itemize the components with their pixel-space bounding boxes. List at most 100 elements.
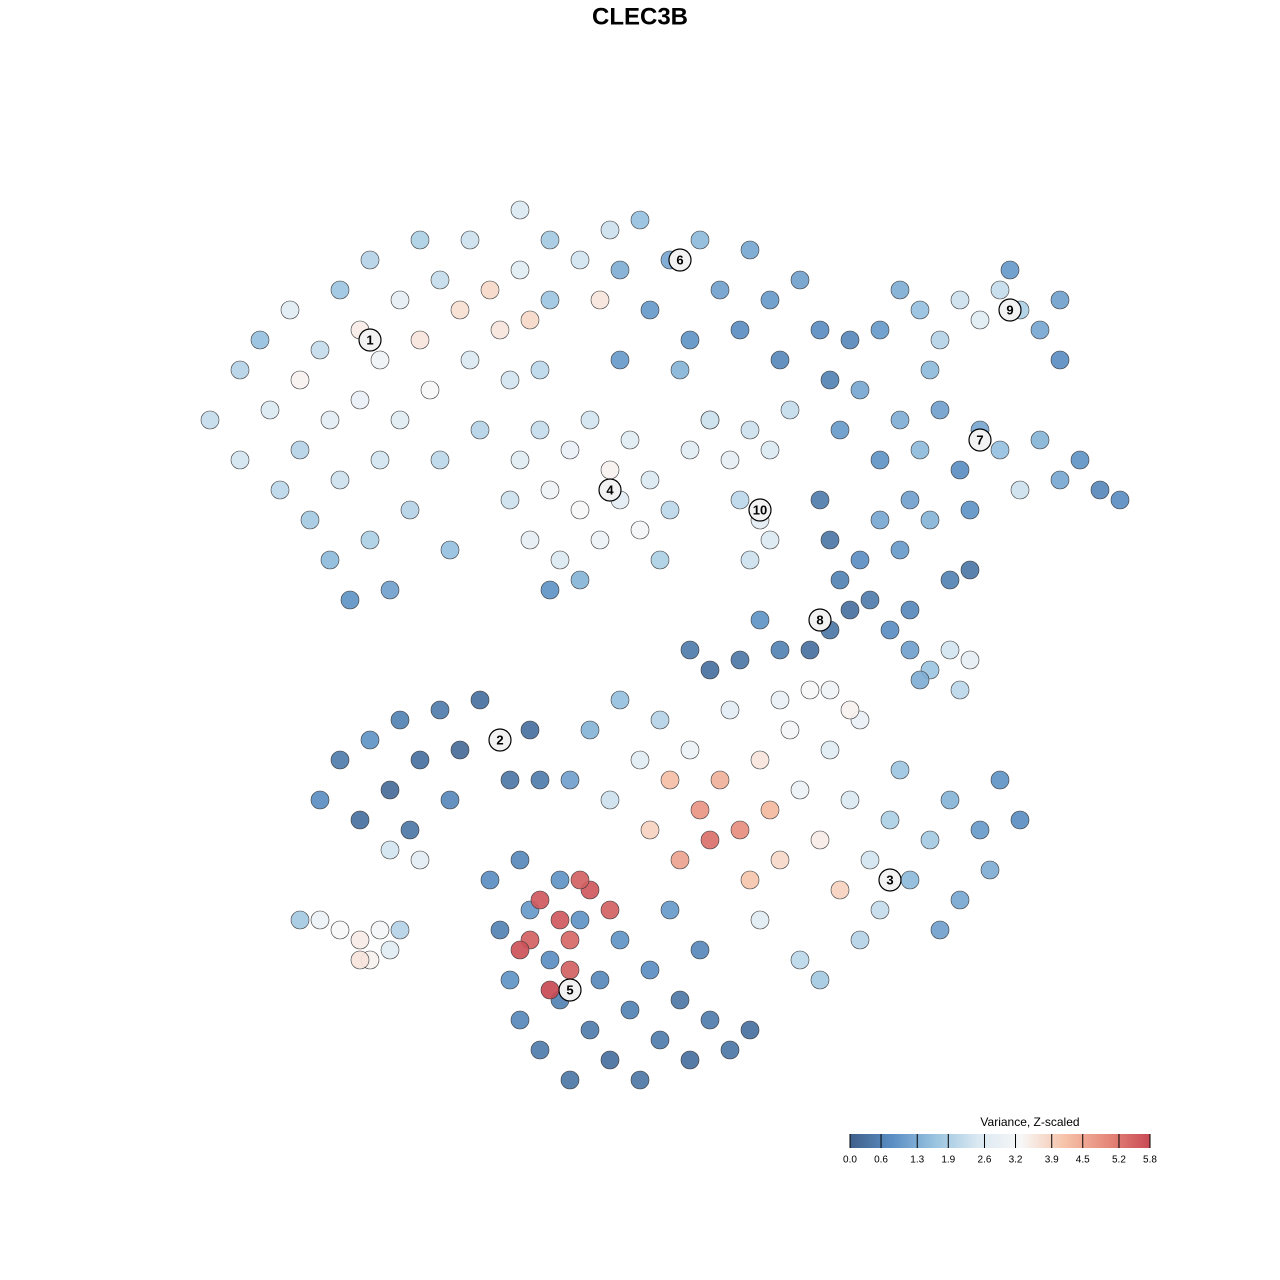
point [580,720,600,740]
cluster-marker [998,298,1022,322]
point [950,290,970,310]
point [770,350,790,370]
point [640,470,660,490]
point [990,280,1010,300]
point [530,770,550,790]
point [760,440,780,460]
cluster-marker [558,978,582,1002]
point [560,960,580,980]
point [510,1010,530,1030]
point [920,510,940,530]
point [390,710,410,730]
point [630,520,650,540]
point [520,310,540,330]
point [530,890,550,910]
point [700,1010,720,1030]
point [330,920,350,940]
point [590,970,610,990]
point [570,570,590,590]
point [340,590,360,610]
point [1050,350,1070,370]
point [700,830,720,850]
point [840,790,860,810]
point [390,920,410,940]
point [630,210,650,230]
point [740,1020,760,1040]
cluster-labels: 1 2 3 4 5 6 7 8 9 10 [358,248,1022,1002]
point [770,690,790,710]
point [540,290,560,310]
point [490,320,510,340]
point [910,670,930,690]
point [750,910,770,930]
cluster-marker [808,608,832,632]
point [610,690,630,710]
point [990,770,1010,790]
point [560,1070,580,1090]
point [540,950,560,970]
point [810,320,830,340]
point [410,850,430,870]
point [530,420,550,440]
point [600,220,620,240]
point [350,810,370,830]
cluster-label: 2 [496,732,503,747]
point [600,790,620,810]
point [510,940,530,960]
point [470,690,490,710]
point [480,280,500,300]
cluster-marker [358,328,382,352]
point [730,320,750,340]
point [810,970,830,990]
point [470,420,490,440]
point [330,470,350,490]
point [790,950,810,970]
point [760,290,780,310]
point [360,250,380,270]
point [900,640,920,660]
point [630,750,650,770]
point [260,400,280,420]
point [850,380,870,400]
point [730,490,750,510]
point [760,530,780,550]
point [350,390,370,410]
point [440,540,460,560]
point [610,350,630,370]
point [620,1000,640,1020]
point [730,650,750,670]
point [900,600,920,620]
point [1110,490,1130,510]
point [530,360,550,380]
point [910,300,930,320]
point [510,200,530,220]
point [870,450,890,470]
point [370,450,390,470]
point [680,1050,700,1070]
point [290,910,310,930]
point [700,410,720,430]
colorbar-tick-label: 5.8 [1143,1155,1157,1166]
point [790,780,810,800]
point [450,740,470,760]
point [320,550,340,570]
point [310,340,330,360]
point [740,870,760,890]
point [570,870,590,890]
point [720,450,740,470]
point [690,800,710,820]
point [620,430,640,450]
point [330,280,350,300]
point [910,440,930,460]
point [600,460,620,480]
point [710,280,730,300]
point [200,410,220,430]
point [940,790,960,810]
point [250,330,270,350]
point [550,550,570,570]
point [740,420,760,440]
point [780,720,800,740]
point [540,580,560,600]
point [680,740,700,760]
point [640,820,660,840]
